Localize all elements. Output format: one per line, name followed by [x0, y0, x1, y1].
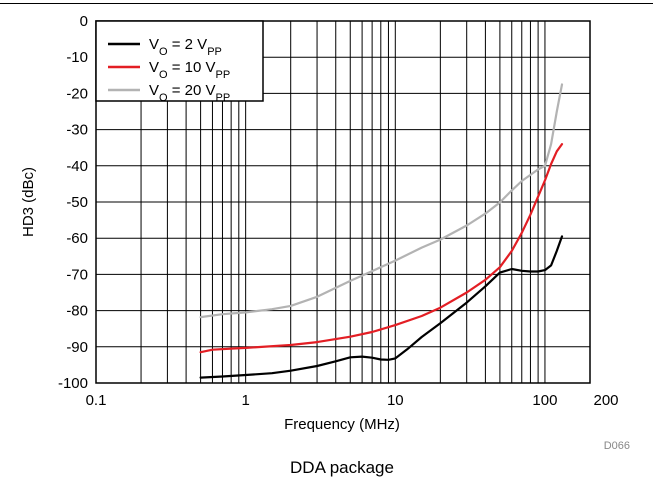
y-tick-label: -30 — [66, 122, 88, 139]
y-tick-label: -10 — [66, 49, 88, 66]
legend-box — [95, 20, 264, 102]
legend-label: VO = 10 VPP — [149, 59, 230, 81]
x-tick-label: 1 — [241, 392, 249, 409]
y-tick-label: -70 — [66, 266, 88, 283]
y-tick-label: 0 — [80, 13, 88, 30]
y-tick-label: -100 — [58, 375, 88, 392]
series-line — [199, 235, 564, 379]
series-lines — [199, 83, 564, 379]
y-tick-labels: 0 -10 -20 -30 -40 -50 -60 -70 -80 -90 -100 — [58, 13, 88, 392]
x-tick-label: 100 — [532, 392, 557, 409]
series-line — [199, 143, 564, 354]
figure-caption: DDA package — [290, 458, 394, 477]
legend-label: VO = 2 VPP — [149, 36, 222, 58]
top-rule — [0, 3, 653, 4]
legend-label: VO = 20 VPP — [149, 82, 230, 104]
y-tick-label: -60 — [66, 230, 88, 247]
x-tick-labels: 0.1 1 10 100 200 — [86, 392, 619, 409]
figure-id: D066 — [604, 440, 630, 452]
x-tick-label: 10 — [387, 392, 404, 409]
x-tick-label: 0.1 — [86, 392, 107, 409]
x-axis-title: Frequency (MHz) — [284, 416, 400, 433]
y-tick-label: -40 — [66, 158, 88, 175]
y-tick-label: -20 — [66, 85, 88, 102]
y-tick-label: -50 — [66, 194, 88, 211]
plot-frame — [95, 20, 591, 384]
series-line — [199, 83, 564, 319]
y-axis-title: HD3 (dBc) — [20, 167, 37, 237]
y-tick-label: -90 — [66, 339, 88, 356]
y-tick-label: -80 — [66, 303, 88, 320]
x-tick-label: 200 — [593, 392, 618, 409]
